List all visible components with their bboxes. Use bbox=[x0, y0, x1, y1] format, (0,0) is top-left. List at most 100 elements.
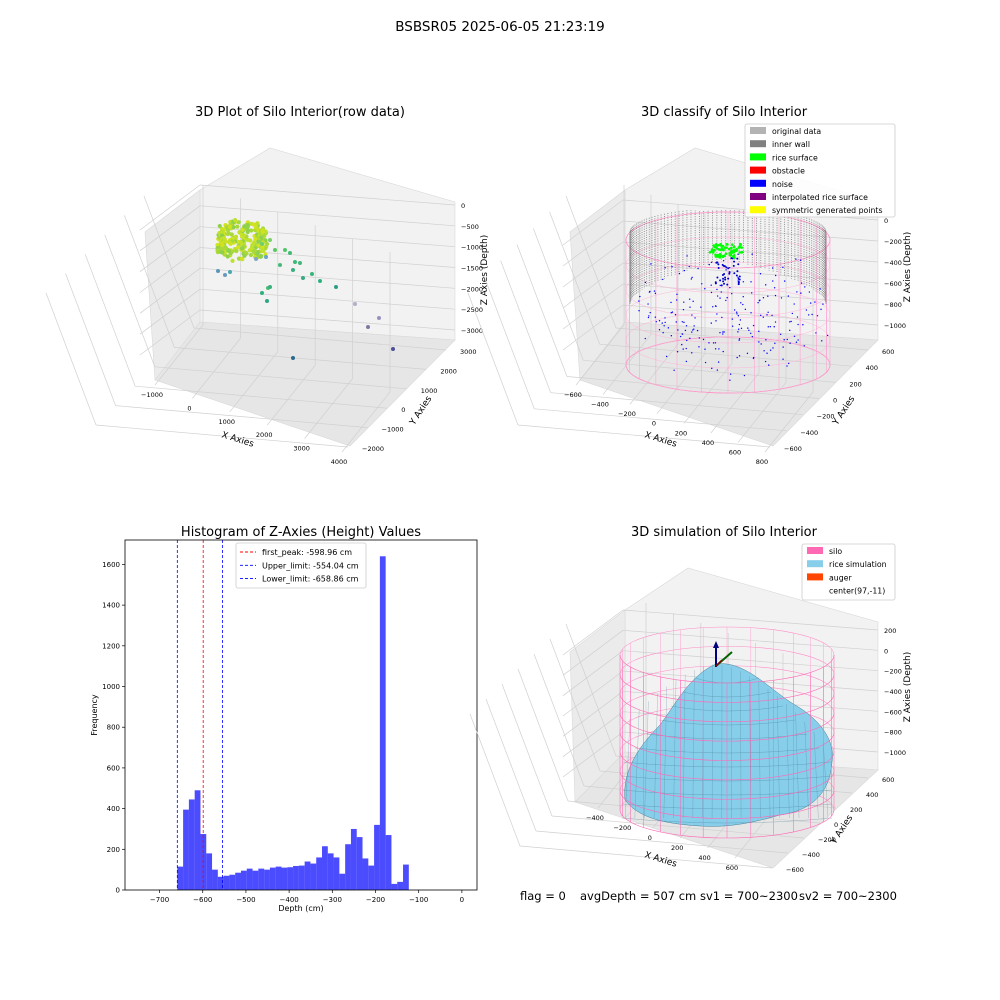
noise-point bbox=[673, 369, 675, 371]
scatter-point bbox=[259, 235, 264, 240]
noise-point bbox=[780, 297, 783, 299]
noise-point bbox=[671, 266, 673, 268]
silo-front-ring bbox=[619, 654, 835, 684]
noise-point bbox=[723, 331, 725, 333]
noise-point bbox=[725, 269, 727, 271]
scatter-point bbox=[239, 256, 245, 261]
noise-point bbox=[747, 327, 749, 329]
noise-point bbox=[760, 343, 762, 345]
mesh-meridian bbox=[653, 693, 658, 819]
mesh-meridian bbox=[795, 712, 800, 819]
noise-point bbox=[740, 302, 742, 304]
rice-surface-point bbox=[730, 246, 733, 250]
z-tick-label: 0 bbox=[884, 217, 888, 225]
histogram-bar bbox=[177, 866, 184, 890]
noise-point bbox=[688, 265, 690, 268]
x-tick-label: 0 bbox=[187, 404, 191, 412]
noise-point bbox=[686, 339, 688, 342]
panel3-title: Histogram of Z-Axies (Height) Values bbox=[181, 525, 421, 540]
rice-surface-point bbox=[718, 252, 722, 256]
rice-surface-point bbox=[708, 250, 712, 254]
scatter-point bbox=[256, 243, 261, 248]
noise-point bbox=[737, 315, 740, 317]
y-gridline bbox=[154, 366, 407, 390]
noise-point bbox=[676, 351, 679, 353]
noise-point bbox=[714, 348, 717, 350]
panel4-zlabel: Z Axies (Depth) bbox=[903, 652, 913, 723]
y-tick-label: −600 bbox=[784, 445, 802, 453]
noise-point bbox=[757, 301, 759, 304]
z-gridline bbox=[199, 309, 456, 331]
scatter-point bbox=[242, 224, 247, 229]
noise-point bbox=[681, 333, 684, 335]
scatter-point bbox=[273, 248, 277, 252]
noise-point bbox=[742, 303, 744, 306]
rice-surface-point bbox=[738, 251, 741, 254]
noise-point bbox=[721, 263, 724, 266]
z-gridline-left bbox=[562, 304, 624, 351]
z-gridline bbox=[622, 304, 879, 326]
noise-point bbox=[639, 295, 641, 298]
z-tick-label: −600 bbox=[884, 280, 902, 288]
z-tick-label: −200 bbox=[884, 668, 902, 676]
z-gridline-left bbox=[562, 731, 624, 778]
noise-point bbox=[736, 257, 739, 260]
x-gridline bbox=[154, 324, 204, 386]
noise-point bbox=[693, 325, 695, 327]
z-tick-label: −200 bbox=[884, 238, 902, 246]
noise-point bbox=[698, 337, 701, 339]
noise-point bbox=[736, 356, 738, 359]
noise-point bbox=[663, 325, 665, 327]
noise-point bbox=[694, 317, 696, 319]
noise-point bbox=[648, 315, 650, 317]
scatter-point bbox=[234, 248, 239, 254]
noise-point bbox=[654, 316, 657, 318]
noise-point bbox=[662, 332, 664, 334]
y-gridline-left bbox=[517, 668, 569, 802]
histogram-bar bbox=[223, 875, 230, 890]
noise-point bbox=[774, 274, 777, 277]
scatter-point bbox=[265, 299, 269, 303]
z-tick-label: −1000 bbox=[884, 322, 906, 330]
noise-point bbox=[764, 284, 767, 286]
noise-point bbox=[815, 332, 817, 334]
y-gridline-left bbox=[124, 215, 175, 348]
auger-z-arrowhead bbox=[713, 641, 719, 648]
noise-point bbox=[676, 293, 678, 296]
rice-surface-point bbox=[721, 248, 724, 251]
x-tick-label: −500 bbox=[236, 896, 255, 904]
z-gridline-left bbox=[139, 226, 201, 272]
scatter-point bbox=[334, 285, 338, 289]
noise-point bbox=[758, 330, 760, 333]
noise-point bbox=[722, 280, 725, 283]
z-gridline bbox=[199, 267, 456, 289]
y-gridline bbox=[519, 845, 773, 869]
histogram-ylabel: Frequency bbox=[90, 694, 99, 736]
y-tick-label: 1600 bbox=[102, 561, 120, 569]
rice-surface-point bbox=[727, 247, 731, 251]
noise-point bbox=[742, 296, 744, 298]
z-tick-label: −2500 bbox=[461, 306, 483, 314]
noise-point bbox=[710, 291, 713, 294]
z-gridline bbox=[622, 220, 879, 242]
z-gridline bbox=[199, 205, 456, 227]
z-gridline bbox=[199, 288, 456, 310]
histogram-bar bbox=[345, 844, 351, 890]
y-tick-label: 1400 bbox=[102, 602, 120, 610]
noise-point bbox=[767, 311, 769, 313]
noise-point bbox=[782, 346, 784, 348]
noise-point bbox=[658, 329, 661, 331]
legend-label: noise bbox=[772, 180, 793, 189]
panel1-scatter bbox=[215, 217, 395, 360]
noise-point bbox=[808, 291, 811, 293]
noise-point bbox=[795, 258, 797, 260]
panel2-rice-surface-points bbox=[708, 242, 744, 259]
y-tick-label: −400 bbox=[802, 851, 820, 859]
z-gridline-left bbox=[139, 268, 201, 314]
noise-point bbox=[712, 306, 714, 308]
z-tick-label: 200 bbox=[884, 627, 896, 635]
histogram-bar bbox=[403, 864, 409, 890]
x-tick-label: −200 bbox=[366, 896, 385, 904]
x-gridline bbox=[304, 378, 353, 439]
noise-point bbox=[762, 297, 765, 299]
